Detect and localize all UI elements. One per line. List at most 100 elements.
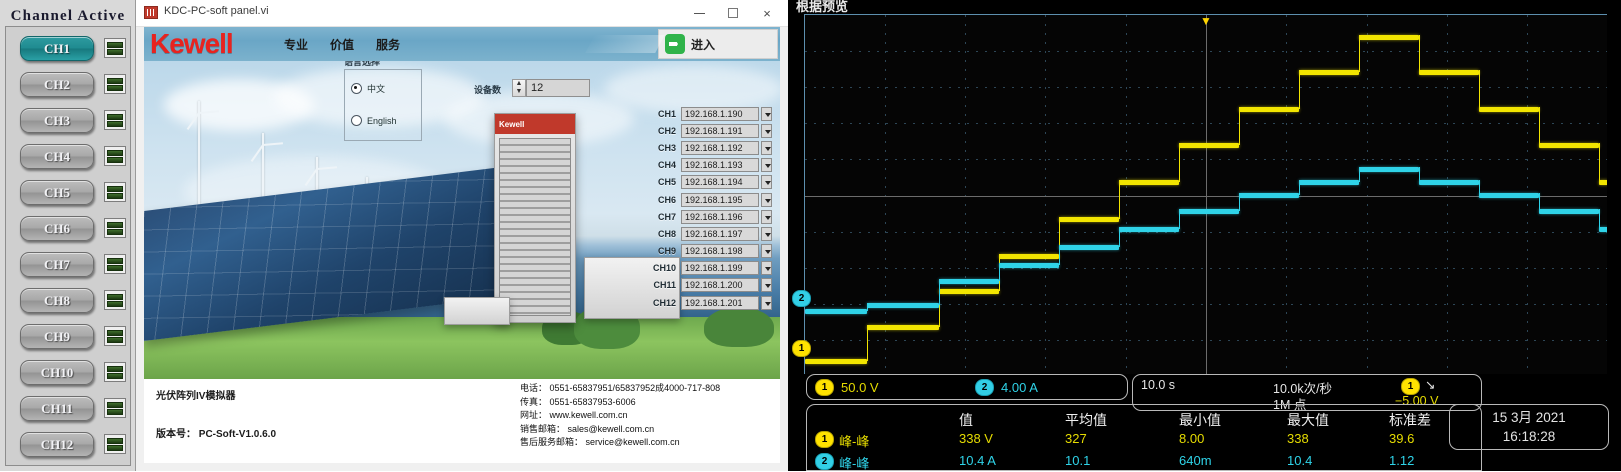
- ip-input-ch7[interactable]: 192.168.1.196: [681, 209, 759, 224]
- waveform-step-ch1: [1179, 143, 1239, 148]
- contact-service-email: 售后服务邮箱： service@kewell.com.cn: [520, 437, 680, 447]
- waveform-step-ch2: [1539, 209, 1599, 214]
- waveform-riser-ch2: [939, 279, 940, 305]
- channel-button-ch9[interactable]: CH9: [20, 323, 94, 349]
- measure-header-min: 最小值: [1179, 412, 1221, 428]
- ip-row: CH3 192.168.1.192: [636, 139, 776, 156]
- chevron-down-icon[interactable]: [761, 175, 772, 190]
- chevron-down-icon[interactable]: [761, 123, 772, 138]
- brand-menu: 专业 价值 服务: [284, 36, 400, 53]
- channel-button-ch8[interactable]: CH8: [20, 287, 94, 313]
- product-name: 光伏阵列IV模拟器: [156, 391, 236, 402]
- ip-row: CH9 192.168.1.198: [636, 243, 776, 260]
- ip-input-ch11[interactable]: 192.168.1.200: [681, 278, 759, 293]
- bush-shape: [704, 307, 774, 347]
- device-count-stepper[interactable]: ▲ ▼: [512, 79, 526, 97]
- chevron-down-icon[interactable]: [761, 158, 772, 173]
- measure-ch1-std: 39.6: [1389, 431, 1415, 446]
- radio-chinese[interactable]: 中文: [351, 82, 385, 95]
- channel-row: CH2: [6, 66, 130, 102]
- menu-item-service[interactable]: 服务: [376, 38, 401, 52]
- ip-row-label: CH10: [652, 263, 676, 274]
- channel-marker-2[interactable]: 2: [792, 290, 811, 307]
- ip-input-ch9[interactable]: 192.168.1.198: [681, 244, 759, 259]
- waveform-grid[interactable]: ▼: [804, 14, 1607, 374]
- waveform-step-ch2: [1419, 180, 1479, 185]
- channel-panel: Channel Active CH1 CH2 CH3 CH4 CH5: [0, 0, 136, 471]
- measure-ch2-std: 1.12: [1389, 453, 1415, 468]
- chevron-down-icon[interactable]: [761, 226, 772, 241]
- measure-ch2-name: 峰-峰: [839, 456, 870, 471]
- channel-button-ch7[interactable]: CH7: [20, 251, 94, 277]
- enter-button-label: 进入: [691, 37, 716, 52]
- maximize-icon[interactable]: [716, 0, 750, 26]
- ip-input-ch6[interactable]: 192.168.1.195: [681, 192, 759, 207]
- ip-input-ch4[interactable]: 192.168.1.193: [681, 158, 759, 173]
- datetime-box: 15 3月 2021 16:18:28: [1449, 404, 1609, 450]
- measure-header-mean: 平均值: [1065, 412, 1107, 428]
- channel-button-ch1[interactable]: CH1: [20, 35, 94, 61]
- channel-button-ch5[interactable]: CH5: [20, 179, 94, 205]
- chevron-down-icon[interactable]: [761, 244, 772, 259]
- channel-button-ch10[interactable]: CH10: [20, 359, 94, 385]
- channel-row: CH12: [6, 426, 130, 462]
- scale-ch2[interactable]: 2 4.00 A: [975, 379, 1038, 396]
- chevron-down-icon[interactable]: [761, 140, 772, 155]
- channel-led-ch8: [104, 290, 126, 310]
- chevron-down-icon[interactable]: [761, 295, 772, 310]
- wind-turbine-icon: [262, 133, 264, 251]
- contact-website: 网址： www.kewell.com.cn: [520, 410, 628, 420]
- ip-input-ch12[interactable]: 192.168.1.201: [681, 295, 759, 310]
- scale-ch1[interactable]: 1 50.0 V: [815, 379, 879, 396]
- channel-button-ch12[interactable]: CH12: [20, 431, 94, 457]
- ip-input-ch10[interactable]: 192.168.1.199: [681, 261, 759, 276]
- channel-button-ch11[interactable]: CH11: [20, 395, 94, 421]
- close-icon[interactable]: ×: [763, 5, 771, 21]
- ip-input-ch8[interactable]: 192.168.1.197: [681, 226, 759, 241]
- equipment-unit: [444, 297, 510, 325]
- channel-button-ch2[interactable]: CH2: [20, 71, 94, 97]
- waveform-step-ch1: [1539, 143, 1599, 148]
- ip-input-ch1[interactable]: 192.168.1.190: [681, 106, 759, 121]
- channel-button-ch3[interactable]: CH3: [20, 107, 94, 133]
- enter-button[interactable]: 进入: [658, 29, 778, 59]
- record-length-value: 1M 点: [1273, 398, 1307, 412]
- channel-led-ch10: [104, 362, 126, 382]
- measure-ch1-name: 峰-峰: [839, 434, 870, 449]
- ip-input-ch3[interactable]: 192.168.1.192: [681, 140, 759, 155]
- minimize-icon[interactable]: [682, 0, 716, 26]
- chevron-down-icon[interactable]: [761, 106, 772, 121]
- waveform-step-ch2: [1239, 193, 1299, 198]
- waveform-step-ch1-peak: [1359, 35, 1419, 40]
- radio-english[interactable]: English: [351, 115, 397, 126]
- waveform-riser-ch1: [1359, 35, 1360, 72]
- scale-ch1-badge: 1: [815, 379, 834, 396]
- channel-button-ch6[interactable]: CH6: [20, 215, 94, 241]
- waveform-riser-ch2: [999, 263, 1000, 281]
- ip-input-ch2[interactable]: 192.168.1.191: [681, 123, 759, 138]
- menu-item-value[interactable]: 价值: [330, 38, 355, 52]
- trigger-position-marker[interactable]: ▼: [1200, 14, 1212, 28]
- timebase-value: 10.0 s: [1141, 378, 1176, 392]
- channel-led-ch5: [104, 182, 126, 202]
- channel-marker-1[interactable]: 1: [792, 340, 811, 357]
- ip-input-ch5[interactable]: 192.168.1.194: [681, 175, 759, 190]
- cloud-shape: [604, 65, 780, 113]
- channel-row: CH3: [6, 102, 130, 138]
- chevron-down-icon[interactable]: [761, 278, 772, 293]
- measure-header-max: 最大值: [1287, 412, 1329, 428]
- menu-item-professional[interactable]: 专业: [284, 38, 309, 52]
- chevron-down-icon[interactable]: [761, 261, 772, 276]
- waveform-riser-ch2: [1359, 167, 1360, 182]
- scope-top-label: 根据预览: [796, 0, 849, 14]
- timebase-trigger-box[interactable]: 10.0 s 10.0k次/秒 1M 点 1 ↘ −5.00 V: [1132, 374, 1482, 412]
- waveform-riser-ch1: [867, 325, 868, 361]
- chevron-down-icon[interactable]: [761, 209, 772, 224]
- chevron-down-icon[interactable]: [761, 192, 772, 207]
- channel-row: CH10: [6, 354, 130, 390]
- waveform-riser-ch2: [1419, 167, 1420, 182]
- device-count-input[interactable]: 12: [526, 79, 590, 97]
- measure-ch2-value: 10.4 A: [959, 453, 996, 468]
- channel-button-ch4[interactable]: CH4: [20, 143, 94, 169]
- ip-row: CH4 192.168.1.193: [636, 157, 776, 174]
